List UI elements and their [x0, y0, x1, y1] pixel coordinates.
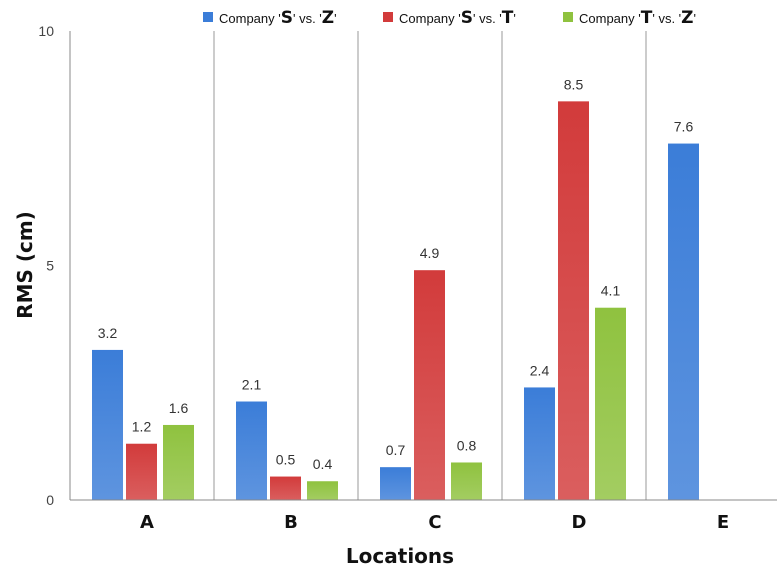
data-label: 3.2	[98, 325, 118, 341]
data-label: 4.9	[420, 245, 440, 261]
data-label: 7.6	[674, 119, 694, 135]
legend-entry: Company 'S' vs. 'Z'	[219, 8, 337, 28]
bar	[270, 476, 301, 500]
data-label: 2.1	[242, 377, 262, 393]
data-label: 1.2	[132, 419, 152, 435]
bar	[414, 270, 445, 500]
data-label: 2.4	[530, 362, 550, 378]
data-label: 0.5	[276, 452, 296, 468]
bar	[451, 462, 482, 500]
grid	[213, 31, 647, 500]
x-tick-label: D	[572, 512, 587, 533]
bars: 3.2 2.1 0.7 2.4 7.6 1.2 0.5 4.9 8.5 1.6 0.4 0.8 4.1	[92, 76, 699, 500]
data-label: 0.4	[313, 456, 333, 472]
bar	[307, 481, 338, 500]
data-label: 1.6	[169, 400, 189, 416]
data-label: 4.1	[601, 283, 621, 299]
data-label: 8.5	[564, 76, 584, 92]
x-tick-label: B	[284, 512, 298, 533]
bar	[595, 307, 626, 500]
bar	[236, 401, 267, 500]
y-tick-label: 0	[46, 492, 54, 508]
bar	[92, 349, 123, 500]
y-tick-label: 5	[46, 258, 54, 274]
legend: Company 'S' vs. 'Z' Company 'S' vs. 'T' Co…	[203, 8, 696, 28]
x-axis-title: Locations	[346, 544, 454, 568]
data-label: 0.7	[386, 442, 406, 458]
x-tick-label: C	[428, 512, 441, 533]
legend-swatch	[203, 12, 213, 22]
bar	[380, 467, 411, 500]
bar	[524, 387, 555, 500]
legend-swatch	[383, 12, 393, 22]
bar	[126, 443, 157, 500]
y-axis-title: RMS (cm)	[13, 211, 37, 319]
legend-entry: Company 'S' vs. 'T'	[399, 8, 516, 28]
bar	[558, 101, 589, 500]
x-tick-label: E	[717, 512, 729, 533]
bar	[163, 424, 194, 500]
x-tick-label: A	[140, 512, 154, 533]
y-tick-label: 10	[38, 23, 54, 39]
axes: 0 5 10 A B C D E	[38, 23, 777, 533]
bar	[668, 143, 699, 500]
data-label: 0.8	[457, 437, 477, 453]
legend-entry: Company 'T' vs. 'Z'	[579, 8, 696, 28]
legend-swatch	[563, 12, 573, 22]
